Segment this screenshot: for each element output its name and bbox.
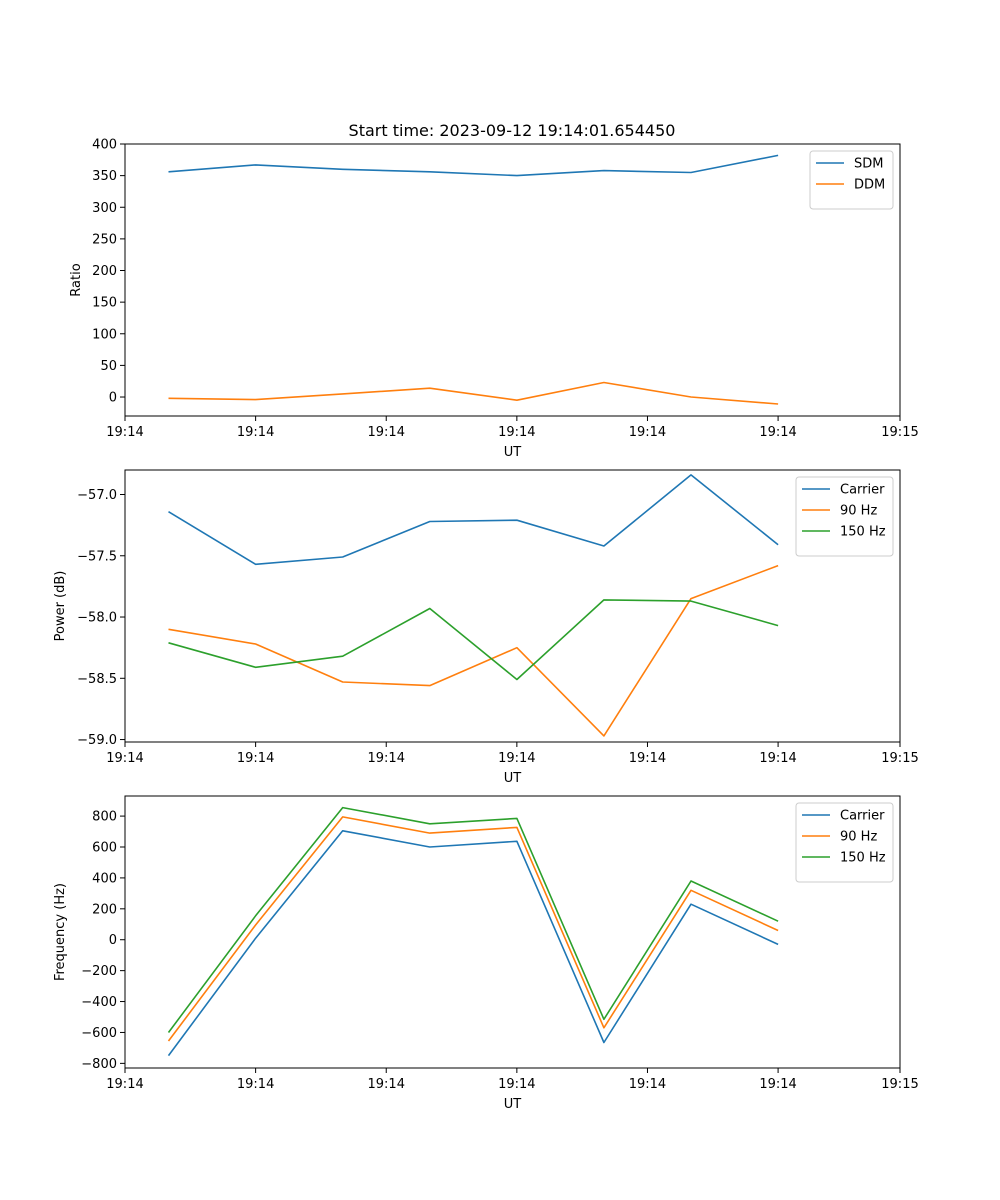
ratio-x-tick-label: 19:14 (368, 425, 405, 440)
ratio-y-tick-label: 100 (92, 327, 117, 342)
ratio-x-tick-label: 19:14 (106, 425, 143, 440)
frequency-x-tick-label: 19:14 (368, 1077, 405, 1092)
power-legend-label: 90 Hz (840, 504, 877, 519)
ratio-x-axis-label: UT (504, 445, 522, 460)
figure-title: Start time: 2023-09-12 19:14:01.654450 (349, 121, 676, 140)
power-legend: Carrier 90 Hz 150 Hz (795, 476, 894, 557)
frequency-legend-label: 90 Hz (840, 830, 877, 845)
frequency-y-axis-label: Frequency (Hz) (53, 883, 68, 981)
power-y-tick-label: −57.5 (77, 549, 117, 564)
ratio-plot-frame (124, 143, 901, 417)
power-y-tick-label: −58.5 (77, 672, 117, 687)
ratio-x-tick-label: 19:15 (881, 425, 918, 440)
power-x-tick-label: 19:14 (498, 751, 535, 766)
ratio-legend-label: DDM (854, 178, 885, 193)
power-legend-label: 150 Hz (840, 525, 886, 540)
frequency-y-tick-label: 600 (92, 841, 117, 856)
frequency-series-90-hz-line (167, 816, 779, 1042)
ratio-x-tick-label: 19:14 (237, 425, 274, 440)
power-series-150-hz-line (168, 599, 779, 681)
frequency-series-150-hz-line (167, 806, 779, 1033)
power-plot-frame (124, 469, 901, 743)
frequency-y-tick-label: 0 (109, 933, 117, 948)
power-series-carrier-line (168, 474, 779, 566)
ratio-x-tick-label: 19:14 (498, 425, 535, 440)
power-legend-label: Carrier (840, 483, 885, 498)
power-x-tick-label: 19:14 (629, 751, 666, 766)
ratio-x-tick-label: 19:14 (759, 425, 796, 440)
frequency-x-tick-label: 19:14 (498, 1077, 535, 1092)
ratio-y-tick-label: 0 (109, 391, 117, 406)
power-x-tick-label: 19:15 (881, 751, 918, 766)
power-y-tick-label: −59.0 (77, 733, 117, 748)
frequency-x-axis-label: UT (504, 1097, 522, 1112)
power-y-axis-label: Power (dB) (53, 571, 68, 642)
ratio-y-tick-label: 300 (92, 201, 117, 216)
ratio-y-tick-label: 350 (92, 169, 117, 184)
power-legend-box (795, 476, 894, 557)
ratio-series-ddm-line (168, 381, 779, 405)
frequency-y-tick-label: −400 (81, 995, 117, 1010)
frequency-y-tick-label: 800 (92, 810, 117, 825)
power-y-tick-label: −57.0 (77, 488, 117, 503)
ratio-y-tick-label: 250 (92, 232, 117, 247)
frequency-x-tick-label: 19:14 (106, 1077, 143, 1092)
frequency-x-tick-label: 19:15 (881, 1077, 918, 1092)
frequency-legend: Carrier 90 Hz 150 Hz (795, 802, 894, 883)
frequency-y-tick-label: 400 (92, 871, 117, 886)
frequency-x-tick-label: 19:14 (629, 1077, 666, 1092)
chart-ratio: 19:14 19:14 19:14 19:14 19:14 19:14 19:15 0 50 10… (69, 138, 919, 461)
power-series-90-hz-line (168, 564, 779, 737)
ratio-y-tick-label: 200 (92, 264, 117, 279)
ratio-x-tick-label: 19:14 (629, 425, 666, 440)
frequency-legend-box (795, 802, 894, 883)
frequency-x-tick-label: 19:14 (237, 1077, 274, 1092)
ratio-y-tick-label: 50 (100, 359, 117, 374)
ratio-legend-box (809, 150, 894, 210)
power-x-tick-label: 19:14 (368, 751, 405, 766)
ratio-series-sdm-line (168, 154, 779, 177)
power-y-tick-label: −58.0 (77, 611, 117, 626)
ratio-legend: SDM DDM (809, 150, 894, 210)
power-x-tick-label: 19:14 (759, 751, 796, 766)
power-x-tick-label: 19:14 (237, 751, 274, 766)
frequency-legend-label: 150 Hz (840, 851, 886, 866)
frequency-y-tick-label: −800 (81, 1057, 117, 1072)
chart-frequency: 19:14 19:14 19:14 19:14 19:14 19:14 19:15 −800 −… (53, 795, 919, 1112)
frequency-x-tick-label: 19:14 (759, 1077, 796, 1092)
power-x-axis-label: UT (504, 771, 522, 786)
ratio-y-tick-label: 400 (92, 138, 117, 153)
frequency-y-tick-label: −600 (81, 1026, 117, 1041)
frequency-y-tick-label: 200 (92, 902, 117, 917)
ratio-legend-label: SDM (854, 157, 883, 172)
power-x-tick-label: 19:14 (106, 751, 143, 766)
frequency-plot-frame (124, 795, 901, 1069)
ratio-y-axis-label: Ratio (69, 263, 84, 296)
ratio-y-tick-label: 150 (92, 296, 117, 311)
frequency-y-tick-label: −200 (81, 964, 117, 979)
chart-panels: 19:14 19:14 19:14 19:14 19:14 19:14 19:15 0 50 10… (53, 138, 919, 1113)
chart-power: 19:14 19:14 19:14 19:14 19:14 19:14 19:15 −59.0… (53, 469, 919, 786)
frequency-series-carrier-line (167, 829, 779, 1057)
frequency-legend-label: Carrier (840, 809, 885, 824)
